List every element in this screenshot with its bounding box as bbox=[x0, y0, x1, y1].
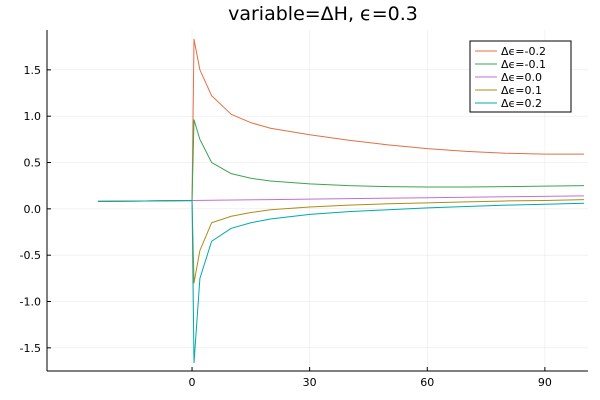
legend-label-4: Δϵ=0.2 bbox=[501, 97, 542, 110]
x-tick-label-1: 30 bbox=[303, 376, 317, 389]
series-line-0 bbox=[97, 38, 585, 202]
axes: 0 30 60 90 -1.5 -1.0 -0.5 0.0 0.5 1.0 1.5 bbox=[20, 30, 588, 389]
x-tick-label-2: 60 bbox=[420, 376, 434, 389]
y-tick-label-5: 1.0 bbox=[24, 110, 42, 123]
x-tick-label-3: 90 bbox=[538, 376, 552, 389]
series-line-3 bbox=[97, 199, 585, 284]
y-tick-label-0: -1.5 bbox=[20, 342, 41, 355]
series-line-1 bbox=[97, 119, 585, 202]
series-line-4 bbox=[97, 200, 585, 364]
chart-title: variable=ΔH, ϵ=0.3 bbox=[228, 3, 418, 25]
y-tick-label-6: 1.5 bbox=[24, 64, 42, 77]
legend-label-1: Δϵ=-0.1 bbox=[501, 58, 546, 71]
y-tick-label-1: -1.0 bbox=[20, 296, 41, 309]
y-tick-label-4: 0.5 bbox=[24, 157, 42, 170]
series-lines bbox=[97, 38, 585, 364]
legend-label-2: Δϵ=0.0 bbox=[501, 71, 542, 84]
legend-label-3: Δϵ=0.1 bbox=[501, 84, 542, 97]
legend-label-0: Δϵ=-0.2 bbox=[501, 45, 546, 58]
legend: Δϵ=-0.2Δϵ=-0.1Δϵ=0.0Δϵ=0.1Δϵ=0.2 bbox=[469, 40, 572, 113]
x-tick-label-0: 0 bbox=[189, 376, 196, 389]
y-tick-label-2: -0.5 bbox=[20, 249, 41, 262]
y-tick-label-3: 0.0 bbox=[24, 203, 42, 216]
